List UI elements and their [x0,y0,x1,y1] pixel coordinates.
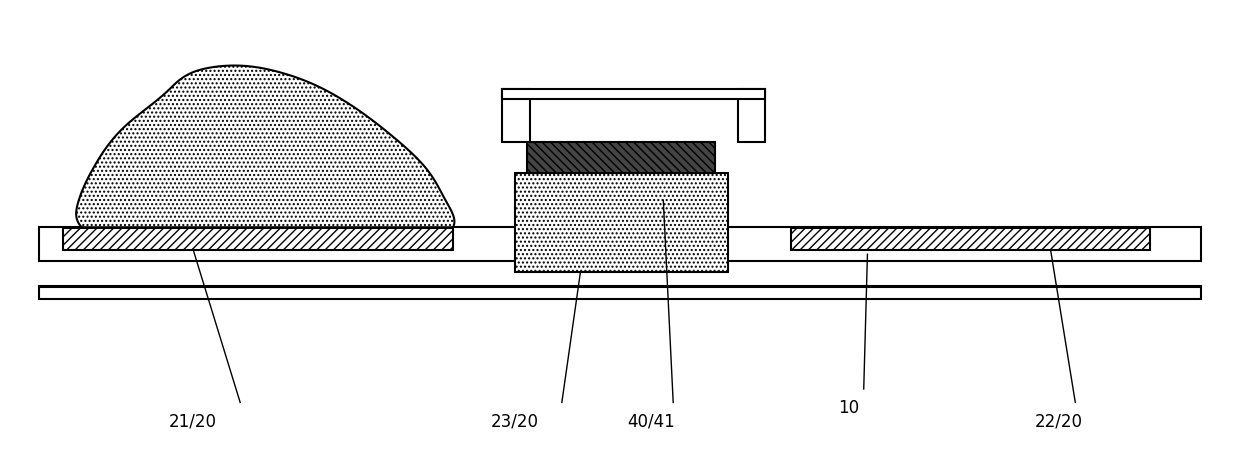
Polygon shape [76,66,454,228]
Bar [791,229,1149,250]
Bar [63,229,453,250]
Text: 22/20: 22/20 [1035,411,1084,429]
Bar [738,90,765,143]
Text: 21/20: 21/20 [169,411,217,429]
Bar [502,90,529,143]
Text: 23/20: 23/20 [491,411,539,429]
Bar [502,90,765,100]
Text: 40/41: 40/41 [627,411,675,429]
Bar [38,287,1202,299]
Bar [527,143,715,174]
Text: 10: 10 [838,398,859,416]
Bar [38,228,1202,262]
Bar [515,174,728,272]
